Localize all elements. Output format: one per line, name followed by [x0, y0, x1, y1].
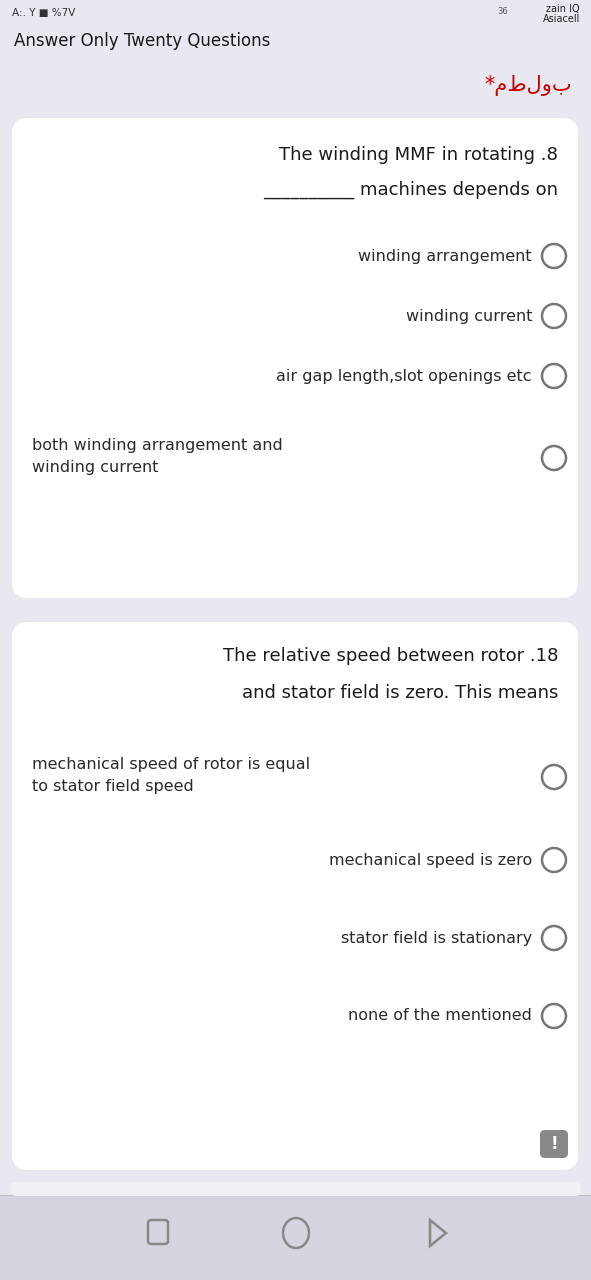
Text: *مطلوب: *مطلوب [485, 76, 572, 96]
Text: mechanical speed is zero: mechanical speed is zero [329, 852, 532, 868]
Text: The relative speed between rotor .18: The relative speed between rotor .18 [223, 646, 558, 666]
FancyBboxPatch shape [0, 1196, 591, 1280]
Text: !: ! [550, 1135, 558, 1153]
Text: 36: 36 [497, 6, 508, 15]
Text: The winding MMF in rotating .8: The winding MMF in rotating .8 [279, 146, 558, 164]
Text: air gap length,slot openings etc: air gap length,slot openings etc [277, 369, 532, 384]
Text: A:. Y ■ %7V: A:. Y ■ %7V [12, 8, 76, 18]
Text: stator field is stationary: stator field is stationary [341, 931, 532, 946]
FancyBboxPatch shape [540, 1130, 568, 1158]
FancyBboxPatch shape [12, 118, 578, 598]
Text: Answer Only Twenty Questions: Answer Only Twenty Questions [14, 32, 270, 50]
Text: to stator field speed: to stator field speed [32, 780, 194, 794]
Text: zain IQ: zain IQ [546, 4, 580, 14]
FancyBboxPatch shape [10, 1181, 581, 1196]
Text: winding arrangement: winding arrangement [358, 248, 532, 264]
Text: mechanical speed of rotor is equal: mechanical speed of rotor is equal [32, 756, 310, 772]
FancyBboxPatch shape [12, 622, 578, 1170]
Text: Asiacell: Asiacell [543, 14, 580, 24]
Text: none of the mentioned: none of the mentioned [348, 1009, 532, 1024]
Text: winding current: winding current [405, 308, 532, 324]
Text: winding current: winding current [32, 460, 158, 475]
Text: both winding arrangement and: both winding arrangement and [32, 438, 282, 453]
Text: and stator field is zero. This means: and stator field is zero. This means [242, 684, 558, 701]
Text: __________ machines depends on: __________ machines depends on [263, 180, 558, 200]
